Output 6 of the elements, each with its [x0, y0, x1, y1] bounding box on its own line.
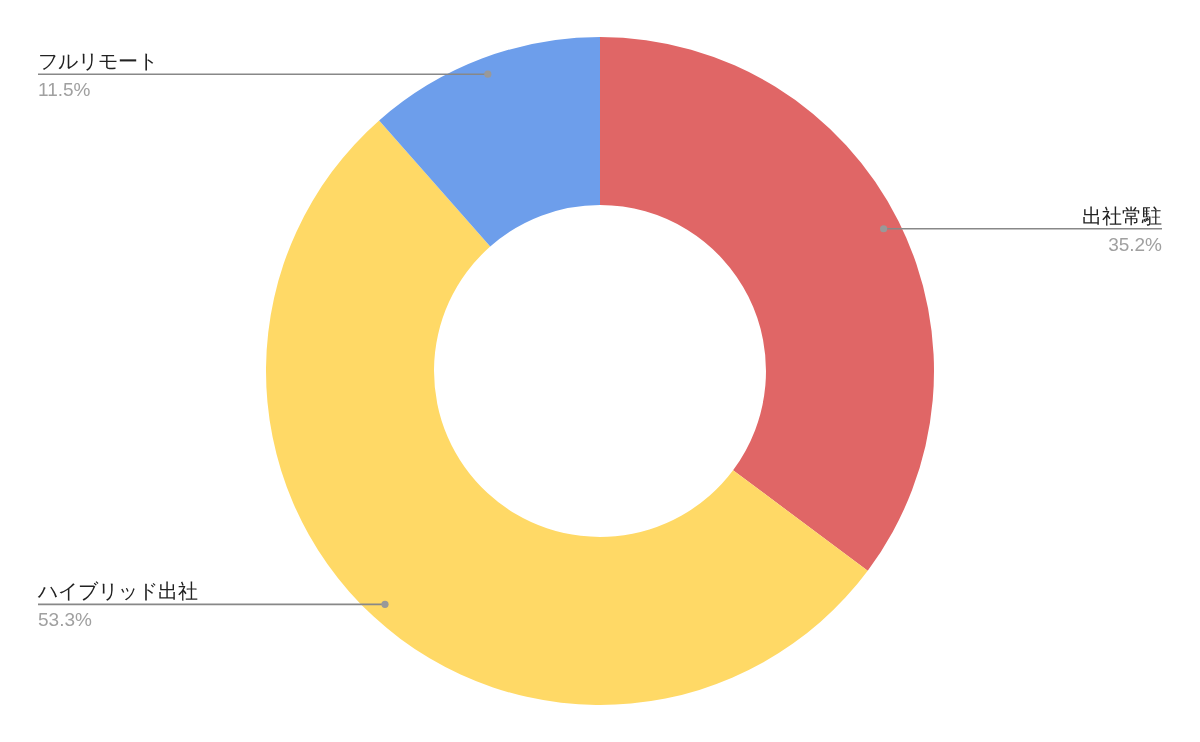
data-label: 35.2%	[1108, 233, 1163, 255]
data-label: 11.5%	[38, 79, 91, 101]
slice-label: ハイブリッド出社	[37, 580, 198, 603]
data-label: 53.3%	[38, 609, 92, 631]
slice-label: 出社常駐	[1082, 204, 1162, 227]
slice-label: フルリモート	[38, 50, 158, 73]
